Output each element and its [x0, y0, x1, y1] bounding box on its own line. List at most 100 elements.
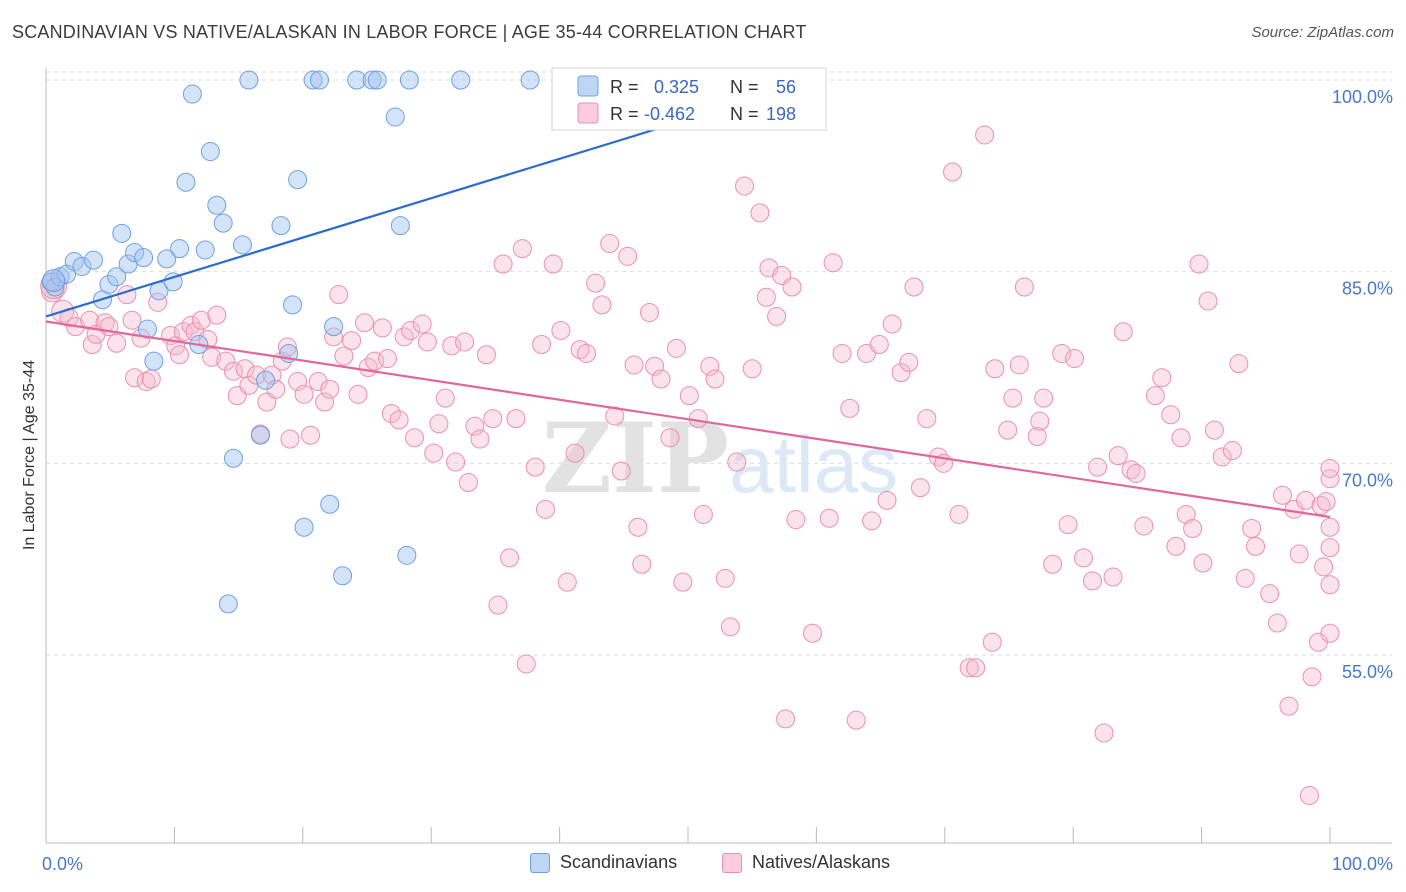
legend-label-scandinavians: Scandinavians — [560, 852, 678, 872]
scandinavians-point — [309, 70, 329, 90]
natives-point — [862, 511, 882, 531]
natives-point — [551, 320, 571, 340]
natives-point — [782, 277, 802, 297]
scandinavians-point — [324, 317, 344, 337]
natives-point — [378, 349, 398, 369]
natives-point — [624, 355, 644, 375]
natives-point — [1034, 388, 1054, 408]
natives-point — [455, 332, 475, 352]
legend-n-value-2: 198 — [766, 104, 796, 124]
natives-point — [1320, 517, 1340, 537]
natives-point — [483, 409, 503, 429]
scandinavians-point — [207, 195, 227, 215]
scandinavians-point — [399, 70, 419, 90]
natives-point — [315, 392, 335, 412]
natives-point — [1311, 496, 1331, 515]
natives-point — [1183, 519, 1203, 538]
natives-point — [95, 313, 115, 333]
natives-point — [424, 443, 444, 463]
natives-point — [525, 457, 545, 477]
x-tick-label-start: 0.0% — [42, 854, 83, 874]
y-tick-label: 55.0% — [1342, 662, 1393, 682]
natives-point — [442, 336, 462, 356]
natives-point — [1134, 516, 1154, 536]
natives-point — [1302, 667, 1322, 687]
natives-point — [975, 125, 995, 145]
natives-point — [320, 379, 340, 399]
scandinavians-point — [256, 370, 276, 390]
natives-point — [348, 384, 368, 404]
natives-point — [1222, 441, 1242, 461]
natives-point — [117, 285, 137, 305]
axes — [45, 68, 1392, 844]
natives-point — [557, 572, 577, 592]
natives-point — [1289, 544, 1309, 564]
natives-point — [1320, 538, 1340, 558]
natives-point — [1320, 458, 1340, 478]
natives-point — [506, 409, 526, 429]
scandinavians-point — [250, 425, 270, 445]
natives-point — [666, 338, 686, 358]
scandinavians-point — [72, 257, 92, 277]
natives-point — [742, 359, 762, 379]
natives-point — [412, 314, 432, 334]
natives-point — [673, 572, 693, 592]
scandinavians-point — [451, 70, 471, 90]
scandinavians-point — [163, 272, 183, 292]
scandinavians-point — [288, 170, 308, 190]
natives-point — [1314, 557, 1334, 577]
series-legend: Scandinavians Natives/Alaskans — [0, 852, 1406, 878]
natives-point — [1242, 519, 1262, 538]
legend-n-value-1: 56 — [776, 77, 796, 97]
natives-point — [1246, 536, 1266, 556]
y-tick-labels: 55.0% 70.0% 85.0% 100.0% — [1332, 87, 1393, 682]
natives-point — [280, 429, 300, 449]
natives-point — [500, 548, 520, 568]
natives-point — [372, 318, 392, 338]
natives-point — [262, 365, 282, 385]
natives-point — [1267, 613, 1287, 633]
natives-point — [435, 388, 455, 408]
natives-point — [819, 508, 839, 528]
scandinavians-point — [367, 70, 387, 90]
natives-point — [1279, 696, 1299, 716]
scandinavians-point — [170, 239, 190, 259]
natives-point — [1320, 469, 1340, 489]
y-tick-label: 85.0% — [1342, 279, 1393, 299]
natives-point — [846, 710, 866, 730]
natives-point — [1320, 575, 1340, 595]
natives-point — [354, 313, 374, 333]
natives-point — [141, 369, 161, 389]
natives-point — [959, 658, 979, 678]
legend-item-scandinavians[interactable]: Scandinavians — [530, 852, 677, 873]
natives-point — [202, 347, 222, 367]
natives-point — [122, 310, 142, 330]
natives-point — [786, 510, 806, 530]
natives-point — [767, 306, 787, 326]
natives-point — [756, 287, 776, 307]
natives-point — [465, 416, 485, 436]
natives-point — [107, 333, 127, 353]
natives-point — [1009, 355, 1029, 375]
natives-point — [223, 361, 243, 381]
natives-point — [645, 356, 665, 376]
natives-point — [216, 351, 236, 371]
scandinavians-point — [99, 274, 119, 294]
legend-swatch-blue — [577, 75, 599, 97]
natives-point — [750, 203, 770, 223]
natives-point — [532, 335, 552, 354]
scandinavians-point — [271, 216, 291, 236]
scandinavians-point — [239, 70, 259, 90]
natives-point — [1073, 548, 1093, 568]
natives-point — [488, 595, 508, 615]
natives-point — [1152, 368, 1172, 388]
natives-point — [294, 384, 314, 404]
legend-swatch-pink — [577, 102, 599, 124]
legend-item-natives[interactable]: Natives/Alaskans — [722, 852, 890, 873]
scandinavians-point — [232, 235, 252, 255]
natives-point — [1176, 504, 1196, 524]
natives-point — [727, 452, 747, 472]
natives-point — [639, 303, 659, 323]
natives-point — [1052, 343, 1072, 363]
